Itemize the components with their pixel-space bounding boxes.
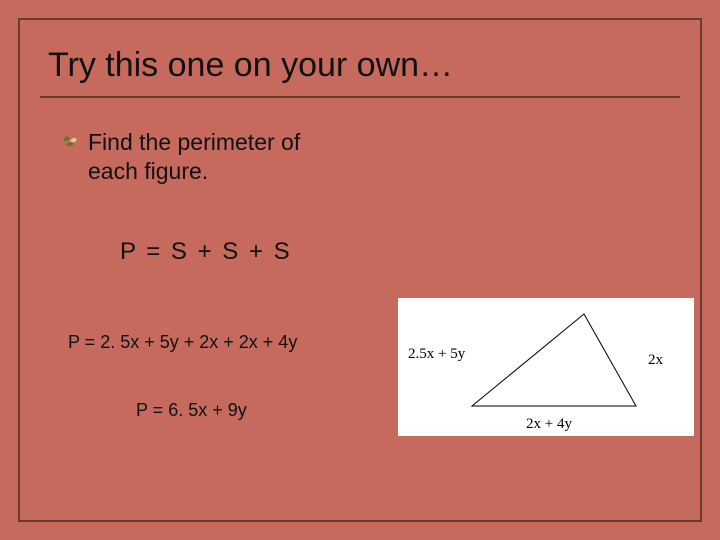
title-underline: [40, 96, 680, 98]
formula-general: P = S + S + S: [120, 238, 292, 266]
bullet-text: Find the perimeter of each figure.: [88, 128, 348, 186]
slide-inner-frame: Try this one on your own… Find the perim…: [18, 18, 702, 522]
triangle-figure: 2.5x + 5y 2x 2x + 4y: [398, 298, 694, 436]
leaf-bullet-icon: [62, 134, 78, 148]
triangle-label-right: 2x: [648, 352, 664, 368]
slide-title: Try this one on your own…: [48, 46, 453, 85]
formula-expanded: P = 2. 5x + 5y + 2x + 2x + 4y: [68, 332, 297, 353]
triangle-label-left: 2.5x + 5y: [408, 346, 466, 362]
bullet-row: Find the perimeter of each figure.: [62, 128, 348, 186]
triangle-label-bottom: 2x + 4y: [526, 416, 572, 432]
formula-result: P = 6. 5x + 9y: [136, 400, 247, 421]
